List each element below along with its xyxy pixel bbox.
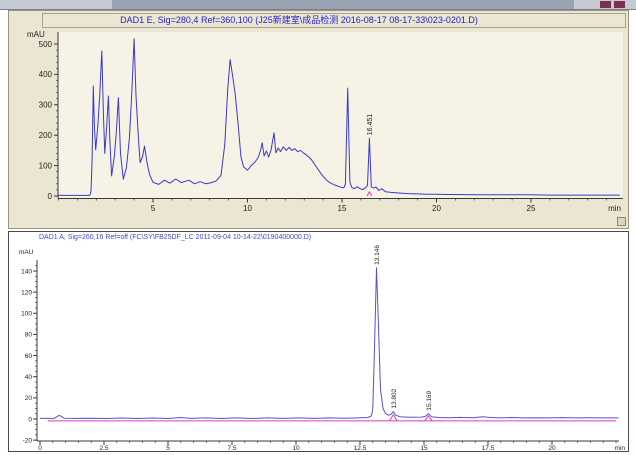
x-tick-label: 5: [151, 204, 156, 213]
y-tick-label: 100: [21, 311, 32, 318]
y-tick-label: 200: [39, 131, 53, 140]
peak-label: 13.146: [374, 245, 381, 265]
x-tick-label: 25: [527, 204, 536, 213]
y-tick-label: 80: [25, 332, 33, 339]
x-tick-label: 17.5: [482, 445, 495, 452]
top-chart-title: DAD1 E, Sig=280,4 Ref=360,100 (J25新建室\成品…: [42, 13, 626, 28]
x-axis-unit-label: min: [608, 204, 621, 213]
x-tick-label: 7.5: [227, 445, 236, 452]
x-tick-label: 20: [432, 204, 441, 213]
y-tick-label: 500: [39, 40, 53, 49]
scrollbar-corner-button[interactable]: [617, 217, 626, 226]
x-tick-label: 15: [420, 445, 428, 452]
integration-mark: [366, 190, 373, 197]
y-tick-label: 120: [21, 289, 32, 296]
peak-label: 13.802: [391, 388, 398, 408]
x-tick-label: 2.5: [99, 445, 108, 452]
y-axis-unit-label: mAU: [19, 249, 34, 256]
y-tick-label: -20: [23, 437, 33, 444]
window-accent-block: [600, 1, 611, 8]
peak-label: 15.169: [426, 390, 433, 410]
integration-mark: [389, 413, 398, 422]
y-tick-label: 300: [39, 101, 53, 110]
x-axis-unit-label: min: [615, 445, 626, 452]
x-tick-label: 12.5: [354, 445, 367, 452]
bottom-chromatogram-panel: DAD1 A, Sig=260,16 Ref=off (FC\SY\FB25DF…: [8, 231, 629, 452]
x-tick-label: 10: [292, 445, 300, 452]
bottom-chromatogram-chart: 0 2.5 5 7.5 10 12.5 15 17.5 20 -20 0 20 40 60 80 100 120…: [19, 245, 626, 452]
chromatogram-trace: [58, 38, 620, 196]
x-tick-label: 20: [548, 445, 556, 452]
y-tick-label: 400: [39, 70, 53, 79]
window-strip-segment: [112, 0, 574, 9]
x-tick-label: 15: [338, 204, 347, 213]
integration-mark: [424, 415, 433, 422]
window-accent-block: [614, 1, 625, 8]
y-tick-label: 0: [28, 416, 32, 423]
y-tick-label: 0: [48, 192, 53, 201]
bottom-chart-title: DAD1 A, Sig=260,16 Ref=off (FC\SY\FB25DF…: [39, 234, 312, 241]
top-chromatogram-window: DAD1 E, Sig=280,4 Ref=360,100 (J25新建室\成品…: [8, 10, 629, 229]
plot-area: [58, 32, 623, 199]
y-axis-unit-label: mAU: [27, 30, 45, 39]
x-tick-label: 5: [166, 445, 170, 452]
y-tick-label: 60: [25, 353, 33, 360]
y-tick-label: 140: [21, 268, 32, 275]
x-tick-label: 0: [38, 445, 42, 452]
window-top-strip: [0, 0, 636, 10]
x-tick-label: 10: [243, 204, 252, 213]
y-tick-label: 40: [25, 374, 33, 381]
y-tick-label: 100: [39, 161, 53, 170]
chromatogram-trace: [40, 267, 619, 419]
y-tick-label: 20: [25, 395, 33, 402]
peak-label: 16.451: [367, 114, 374, 136]
